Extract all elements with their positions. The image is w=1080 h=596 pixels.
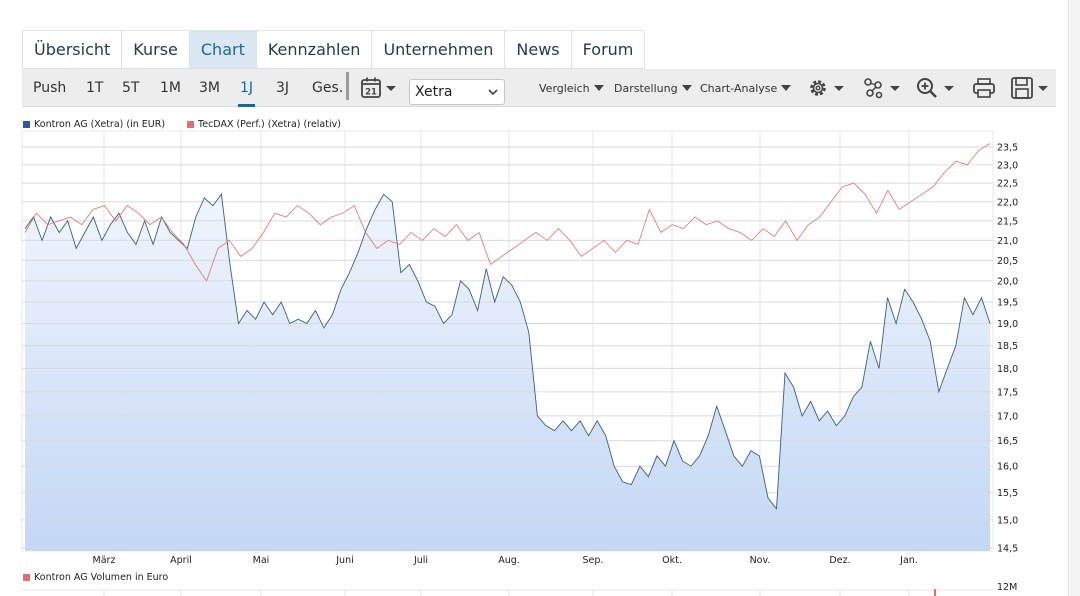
tab-unternehmen[interactable]: Unternehmen xyxy=(371,30,505,69)
y-tick-label: 20,0 xyxy=(997,276,1018,287)
chart-analyse-menu[interactable]: Chart-Analyse xyxy=(700,69,792,107)
zoom-icon xyxy=(917,78,954,98)
darstellung-label: Darstellung xyxy=(614,81,678,95)
save-button[interactable] xyxy=(1010,69,1050,107)
x-tick-label: Sep. xyxy=(583,555,604,566)
y-tick-label: 21,5 xyxy=(997,216,1018,227)
volume-legend-label: Kontron AG Volumen in Euro xyxy=(34,572,169,583)
page-scrollbar[interactable] xyxy=(1068,0,1080,596)
tab-kennzahlen[interactable]: Kennzahlen xyxy=(255,30,372,69)
y-tick-label: 23,0 xyxy=(997,160,1018,171)
calendar-icon: 21 xyxy=(361,77,396,98)
indicators-button[interactable] xyxy=(862,69,902,107)
date-picker-button[interactable]: 21 xyxy=(360,69,398,107)
y-tick-label: 18,0 xyxy=(997,364,1018,375)
y-tick-label: 15,5 xyxy=(997,488,1018,499)
legend-swatch xyxy=(187,120,195,128)
legend-label: Kontron AG (Xetra) (in EUR) xyxy=(34,118,166,130)
volume-bar xyxy=(934,589,936,596)
x-tick-label: März xyxy=(93,555,116,566)
range-ges-button[interactable]: Ges. xyxy=(312,80,344,96)
y-tick-label: 19,0 xyxy=(997,319,1018,330)
x-tick-label: Juni xyxy=(335,555,353,566)
y-tick-label: 16,0 xyxy=(997,462,1018,473)
range-3j-button[interactable]: 3J xyxy=(276,80,290,96)
y-tick-label: 17,0 xyxy=(997,411,1018,422)
darstellung-menu[interactable]: Darstellung xyxy=(614,69,692,107)
print-icon xyxy=(973,78,995,98)
vergleich-menu[interactable]: Vergleich xyxy=(539,69,604,107)
chart-toolbar: Push 1T 5T 1M 3M 1J 3J Ges. 21 Xetra Ver… xyxy=(22,69,1056,107)
volume-legend: Kontron AG Volumen in Euro xyxy=(23,572,168,583)
x-tick-label: Mai xyxy=(253,555,270,566)
y-tick-label: 20,5 xyxy=(997,256,1018,267)
legend-item-tecdax[interactable]: TecDAX (Perf.) (Xetra) (relativ) xyxy=(187,119,341,130)
settings-icon xyxy=(810,80,844,96)
y-tick-label: 22,5 xyxy=(997,179,1018,190)
vergleich-label: Vergleich xyxy=(539,81,590,95)
y-tick-label: 21,0 xyxy=(997,236,1018,247)
legend-swatch xyxy=(23,120,30,128)
y-tick-label: 17,5 xyxy=(997,387,1018,398)
volume-y-tick: 12M xyxy=(997,582,1018,593)
range-1t-button[interactable]: 1T xyxy=(86,80,104,96)
y-tick-label: 22,0 xyxy=(997,197,1018,208)
x-tick-label: Juli xyxy=(413,555,428,566)
range-1j-button[interactable]: 1J xyxy=(237,69,256,107)
settings-button[interactable] xyxy=(806,69,846,107)
exchange-select[interactable]: Xetra xyxy=(409,79,505,105)
kontron-area xyxy=(25,194,990,552)
tab-chart[interactable]: Chart xyxy=(188,30,256,69)
tab-kurse[interactable]: Kurse xyxy=(121,30,189,69)
x-tick-label: Jan. xyxy=(899,555,918,566)
toolbar-divider xyxy=(346,72,349,100)
range-3m-button[interactable]: 3M xyxy=(199,80,220,96)
stock-nav-tabs: Übersicht Kurse Chart Kennzahlen Unterne… xyxy=(22,30,646,69)
indicators-icon xyxy=(864,78,900,99)
legend-swatch xyxy=(23,574,30,581)
tab-news[interactable]: News xyxy=(504,30,571,69)
caret-down-icon xyxy=(781,85,792,91)
chart-analyse-label: Chart-Analyse xyxy=(700,81,778,95)
x-tick-label: Aug. xyxy=(498,555,520,566)
range-1m-button[interactable]: 1M xyxy=(160,80,181,96)
y-tick-label: 16,5 xyxy=(997,436,1018,447)
save-icon xyxy=(1011,77,1048,99)
y-tick-label: 15,0 xyxy=(997,515,1018,526)
zoom-button[interactable] xyxy=(915,69,957,107)
x-tick-label: April xyxy=(170,555,192,566)
exchange-select-value: Xetra xyxy=(415,84,453,100)
y-tick-label: 19,5 xyxy=(997,297,1018,308)
tab-uebersicht[interactable]: Übersicht xyxy=(22,30,122,69)
x-tick-label: Okt. xyxy=(662,555,682,566)
y-tick-label: 14,5 xyxy=(997,544,1018,555)
x-tick-label: Dez. xyxy=(829,555,850,566)
chart-legend: Kontron AG (Xetra) (in EUR) TecDAX (Perf… xyxy=(23,118,363,130)
calendar-day: 21 xyxy=(365,88,377,98)
legend-label: TecDAX (Perf.) (Xetra) (relativ) xyxy=(198,118,341,130)
caret-down-icon xyxy=(593,85,604,91)
y-tick-label: 23,5 xyxy=(997,143,1018,154)
range-push-button[interactable]: Push xyxy=(33,80,67,96)
tab-forum[interactable]: Forum xyxy=(570,30,646,69)
x-tick-label: Nov. xyxy=(750,555,771,566)
caret-down-icon xyxy=(681,85,692,91)
chevron-down-icon xyxy=(488,85,498,102)
tecdax-line xyxy=(24,143,991,282)
range-5t-button[interactable]: 5T xyxy=(122,80,140,96)
legend-item-kontron[interactable]: Kontron AG (Xetra) (in EUR) xyxy=(23,119,165,130)
print-button[interactable] xyxy=(972,69,996,107)
y-tick-label: 18,5 xyxy=(997,341,1018,352)
